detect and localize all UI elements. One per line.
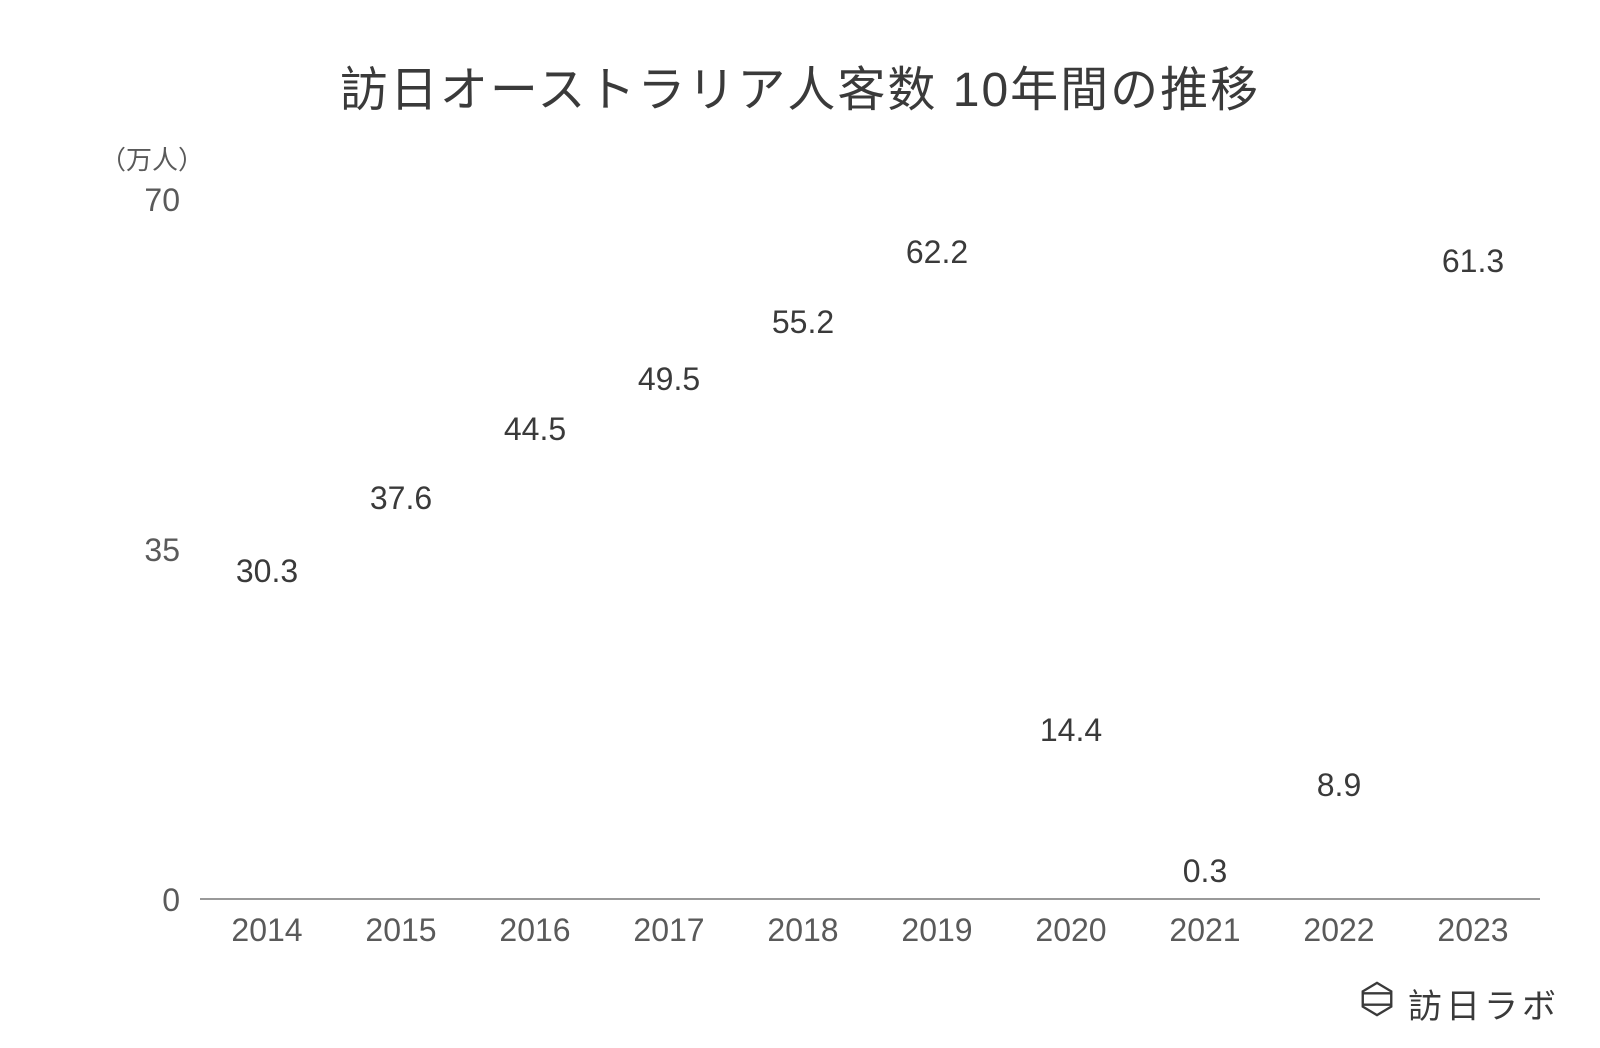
x-axis-tick-label: 2020 — [1035, 912, 1106, 949]
x-axis-tick-label: 2019 — [901, 912, 972, 949]
x-axis-tick-label: 2022 — [1303, 912, 1374, 949]
x-axis-tick-label: 2016 — [499, 912, 570, 949]
x-axis-tick-label: 2014 — [231, 912, 302, 949]
bar-value-label: 14.4 — [1040, 712, 1102, 749]
x-axis-tick-label: 2017 — [633, 912, 704, 949]
bar-value-label: 62.2 — [906, 234, 968, 271]
source-label-text: 訪日ラボ — [1408, 979, 1560, 1028]
chart-title: 訪日オーストラリア人客数 10年間の推移 — [0, 50, 1600, 120]
x-axis-tick-label: 2015 — [365, 912, 436, 949]
bar-value-label: 61.3 — [1442, 243, 1504, 280]
bar-value-label: 0.3 — [1183, 853, 1227, 890]
bar-value-label: 44.5 — [504, 411, 566, 448]
source-attribution: 訪日ラボ — [1358, 979, 1560, 1028]
bar-value-label: 30.3 — [236, 553, 298, 590]
x-axis-tick-label: 2018 — [767, 912, 838, 949]
bar-chart-container: 訪日オーストラリア人客数 10年間の推移 （万人） 0 35 70 2014 2015… — [0, 0, 1600, 1048]
bar-value-label: 55.2 — [772, 304, 834, 341]
y-axis-unit-label: （万人） — [100, 140, 204, 177]
bar-value-label: 37.6 — [370, 480, 432, 517]
bar-value-label: 49.5 — [638, 361, 700, 398]
x-axis-tick-label: 2023 — [1437, 912, 1508, 949]
x-axis-tick-label: 2021 — [1169, 912, 1240, 949]
bar-value-label: 8.9 — [1317, 767, 1361, 804]
hexagon-icon — [1358, 980, 1396, 1027]
y-axis-tick-label: 0 — [120, 882, 180, 919]
y-axis-tick-label: 35 — [120, 532, 180, 569]
y-axis-tick-label: 70 — [120, 182, 180, 219]
